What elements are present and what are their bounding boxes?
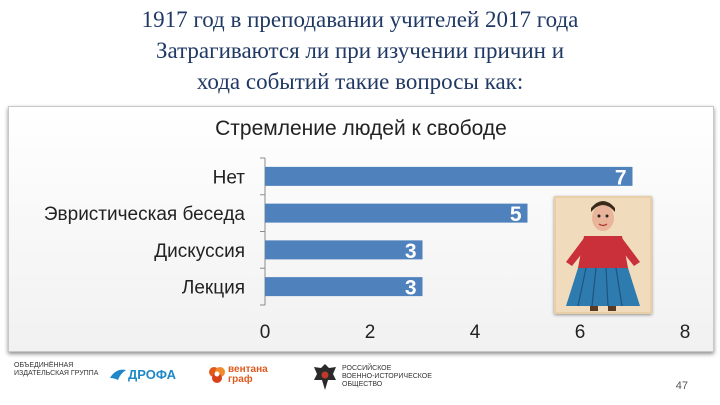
ventana-text: вентана граф <box>228 364 268 385</box>
category-label: Эвристическая беседа <box>44 204 246 225</box>
data-label: 3 <box>405 240 417 263</box>
data-label: 5 <box>510 203 522 226</box>
drofa-text: ДРОФА <box>128 367 177 382</box>
category-label: Дискуссия <box>154 241 245 262</box>
publisher-group-text: ОБЪЕДИНЁННАЯ ИЗДАТЕЛЬСКАЯ ГРУППА <box>14 362 99 377</box>
eagle-emblem-icon <box>314 364 336 390</box>
data-label: 7 <box>615 166 627 189</box>
chart-title: Стремление людей к свободе <box>215 117 507 140</box>
x-tick-label: 6 <box>575 322 586 343</box>
publisher-logos: ОБЪЕДИНЁННАЯ ИЗДАТЕЛЬСКАЯ ГРУППА ДРОФА в… <box>0 358 720 405</box>
ventana-flower-icon <box>209 367 225 383</box>
data-label: 3 <box>405 277 417 300</box>
publisher-group-logo: ОБЪЕДИНЁННАЯ ИЗДАТЕЛЬСКАЯ ГРУППА <box>14 362 98 378</box>
page-number: 47 <box>675 380 688 392</box>
bar <box>265 166 633 186</box>
x-tick-label: 4 <box>470 322 481 343</box>
drofa-logo: ДРОФА <box>108 366 176 384</box>
heading-line-3: хода событий такие вопросы как: <box>196 69 524 94</box>
bar <box>265 203 528 223</box>
bar <box>265 277 423 297</box>
history-society-logo: РОССИЙСКОЕ ВОЕННО-ИСТОРИЧЕСКОЕ ОБЩЕСТВО <box>312 362 432 392</box>
heading-line-2: Затрагиваются ли при изучении причин и <box>155 38 565 63</box>
slide-heading: 1917 год в преподавании учителей 2017 го… <box>0 4 720 97</box>
x-tick-label: 2 <box>365 322 376 343</box>
heading-line-1: 1917 год в преподавании учителей 2017 го… <box>141 7 579 32</box>
drofa-bird-icon <box>110 369 126 380</box>
x-tick-label: 8 <box>680 322 691 343</box>
history-society-text: РОССИЙСКОЕ ВОЕННО-ИСТОРИЧЕСКОЕ ОБЩЕСТВО <box>342 365 432 388</box>
bar <box>265 240 423 260</box>
category-label: Лекция <box>182 278 245 299</box>
category-label: Нет <box>213 167 246 188</box>
ventana-logo: вентана граф <box>206 364 268 386</box>
x-tick-label: 0 <box>260 322 271 343</box>
folk-painting-image <box>554 196 652 314</box>
